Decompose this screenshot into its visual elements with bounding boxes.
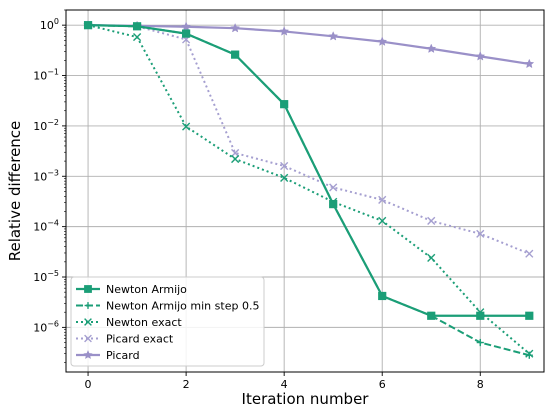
- square-marker: [182, 29, 191, 38]
- y-tick-label: 10−1: [33, 68, 59, 83]
- square-marker: [427, 311, 436, 320]
- series-line: [87, 24, 530, 355]
- square-marker: [378, 291, 387, 301]
- x-marker: [378, 195, 387, 204]
- legend-entry: Picard: [76, 349, 140, 362]
- series-line: [88, 24, 530, 66]
- tri-marker: [84, 302, 92, 309]
- x-axis-label: Iteration number: [242, 390, 370, 408]
- x-tick-label: 0: [85, 378, 92, 391]
- x-marker: [132, 32, 142, 42]
- legend-entry: Picard exact: [76, 333, 174, 346]
- y-tick-label: 100: [40, 17, 59, 32]
- x-marker: [378, 216, 387, 225]
- star-marker: [475, 51, 486, 61]
- x-tick-label: 8: [477, 378, 484, 391]
- plot-frame: [65, 9, 545, 373]
- square-marker: [132, 22, 142, 31]
- x-marker: [476, 229, 485, 238]
- x-marker: [280, 173, 289, 182]
- y-tick-label: 10−3: [33, 168, 59, 183]
- x-tick-label: 4: [281, 378, 288, 391]
- star-marker: [426, 43, 437, 54]
- star-marker: [279, 26, 290, 36]
- x-marker: [427, 216, 436, 225]
- x-marker: [84, 334, 92, 343]
- legend-label: Newton Armijo: [106, 283, 187, 296]
- legend-box: [70, 276, 265, 367]
- square-marker: [476, 311, 485, 320]
- series-0: [83, 21, 534, 320]
- x-marker: [84, 318, 92, 326]
- legend-label: Picard: [106, 349, 140, 362]
- square-marker: [329, 200, 338, 209]
- square-marker: [280, 100, 289, 109]
- legend-entry: Newton exact: [76, 316, 182, 329]
- legend-label: Newton Armijo min step 0.5: [106, 300, 259, 313]
- legend-label: Newton exact: [106, 316, 182, 329]
- legend-entry: Newton Armijo min step 0.5: [76, 300, 259, 313]
- star-marker: [377, 36, 388, 46]
- star-marker: [524, 58, 535, 69]
- y-tick-label: 10−2: [33, 118, 59, 133]
- ticks: 0 2 4 6 8 100 10−1 10−2 10−3 10−4 10−5 10−6: [33, 9, 484, 391]
- y-tick-label: 10−5: [33, 269, 59, 284]
- legend: Newton Armijo Newton Armijo min step 0.5 N…: [70, 276, 265, 367]
- x-marker: [525, 249, 534, 258]
- legend-entry: Newton Armijo: [76, 283, 187, 296]
- y-tick-label: 10−6: [33, 319, 59, 334]
- tri-marker: [476, 338, 484, 347]
- star-marker: [230, 22, 241, 33]
- y-axis-label: Relative difference: [6, 121, 24, 262]
- y-tick-label: 10−4: [33, 219, 59, 234]
- series-line: [88, 24, 530, 255]
- x-marker: [231, 148, 240, 158]
- square-marker: [525, 311, 534, 320]
- square-marker: [83, 21, 93, 30]
- series-3: [83, 21, 534, 258]
- x-tick-label: 6: [379, 378, 386, 391]
- x-marker: [427, 253, 436, 262]
- star-marker: [181, 21, 192, 31]
- star-marker: [328, 31, 339, 41]
- x-tick-label: 2: [183, 378, 190, 391]
- square-marker: [231, 50, 240, 59]
- x-marker: [280, 161, 289, 171]
- x-marker: [329, 183, 338, 192]
- tri-marker: [525, 351, 533, 359]
- series-line: [88, 24, 530, 317]
- series-layer: [83, 19, 535, 359]
- x-marker: [231, 154, 240, 164]
- legend-label: Picard exact: [106, 333, 174, 346]
- square-marker: [84, 285, 92, 293]
- star-marker: [83, 349, 93, 360]
- x-marker: [182, 122, 191, 131]
